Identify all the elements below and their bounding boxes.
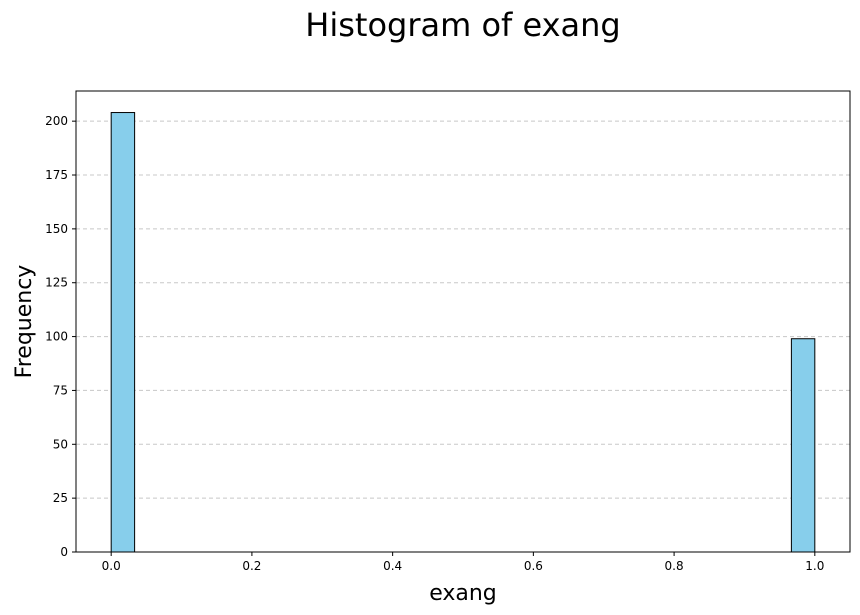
y-axis-ticks: 0 25 50 75 100 125 150 175 200 xyxy=(45,114,76,559)
y-tick-label: 0 xyxy=(60,545,68,559)
y-axis-label: Frequency xyxy=(12,265,37,379)
x-tick-label: 0.4 xyxy=(383,559,402,573)
y-tick-label: 175 xyxy=(45,168,68,182)
x-tick-label: 0.0 xyxy=(102,559,121,573)
y-tick-label: 25 xyxy=(53,491,68,505)
x-tick-label: 0.6 xyxy=(524,559,543,573)
x-axis-ticks: 0.0 0.2 0.4 0.6 0.8 1.0 xyxy=(102,552,824,573)
x-tick-label: 0.2 xyxy=(242,559,261,573)
chart-title: Histogram of exang xyxy=(305,6,620,44)
y-tick-label: 75 xyxy=(53,383,68,397)
grid-lines xyxy=(76,120,850,499)
plot-area-frame xyxy=(75,90,851,553)
bars xyxy=(110,112,816,553)
x-axis-label: exang xyxy=(429,581,497,606)
y-tick-label: 100 xyxy=(45,330,68,344)
histogram-bar xyxy=(790,338,816,553)
y-tick-label: 150 xyxy=(45,222,68,236)
x-tick-label: 1.0 xyxy=(805,559,824,573)
histogram-bar xyxy=(110,112,136,553)
x-tick-label: 0.8 xyxy=(665,559,684,573)
y-tick-label: 200 xyxy=(45,114,68,128)
y-tick-label: 50 xyxy=(53,437,68,451)
y-tick-label: 125 xyxy=(45,276,68,290)
